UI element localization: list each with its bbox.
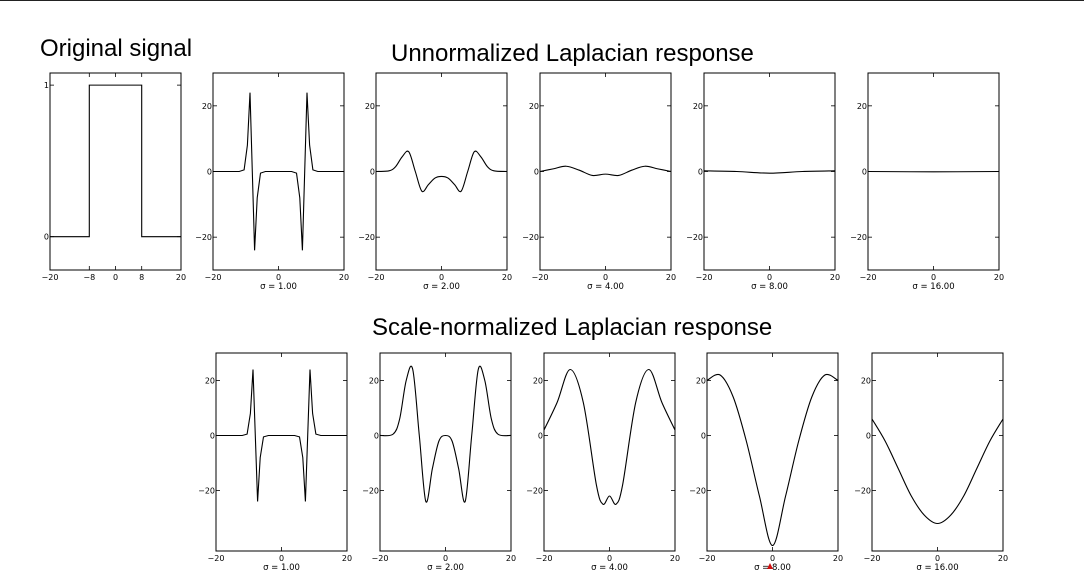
unnormalized-panel-5-ytick-label: 0 <box>862 168 867 177</box>
unnormalized-panel-5-sigma-label: σ = 16.00 <box>912 282 954 292</box>
unnormalized-panel-1-xtick-label: 20 <box>339 273 349 282</box>
normalized-panel-2-xtick-label: −20 <box>372 554 389 563</box>
normalized-panel-2-ytick-label: 20 <box>369 377 379 386</box>
unnormalized-panel-1-sigma-label: σ = 1.00 <box>260 282 297 292</box>
unnormalized-panel-4-ytick-label: −20 <box>686 233 703 242</box>
unnormalized-panel-3-frame <box>539 72 672 271</box>
normalized-panel-5-xtick-label: −20 <box>864 554 881 563</box>
unnormalized-panel-2-sigma-label: σ = 2.00 <box>423 282 460 292</box>
normalized-panel-3-ytick-label: 20 <box>533 377 543 386</box>
normalized-panel-2-xtick-label: 0 <box>443 554 448 563</box>
normalized-panel-1-xtick-label: 20 <box>342 554 352 563</box>
normalized-panel-4-xtick-label: 0 <box>770 554 775 563</box>
normalized-panel-3-ytick-label: −20 <box>526 487 543 496</box>
unnormalized-panel-3-sigma-label: σ = 4.00 <box>587 282 624 292</box>
original-panel-xtick-label: 8 <box>139 273 144 282</box>
normalized-panel-5-series-line <box>871 418 1004 525</box>
normalized-panel-1-ytick-label: 0 <box>210 432 215 441</box>
original-panel-xtick-label: −20 <box>42 273 59 282</box>
normalized-panel-3-sigma-label: σ = 4.00 <box>591 563 628 573</box>
unnormalized-panel-2-xtick-label: −20 <box>368 273 385 282</box>
original-panel-ytick-label: 0 <box>44 233 49 242</box>
unnormalized-panel-5-xtick-label: −20 <box>860 273 877 282</box>
unnormalized-panel-2-frame <box>375 72 508 271</box>
unnormalized-panel-1-ytick-label: 0 <box>207 168 212 177</box>
normalized-panel-1-frame <box>215 352 348 552</box>
unnormalized-panel-2-series-line <box>375 150 508 193</box>
original-panel-xtick-label: 0 <box>113 273 118 282</box>
unnormalized-panel-1-xtick-label: 0 <box>276 273 281 282</box>
unnormalized-panel-1-ytick-label: 20 <box>202 102 212 111</box>
unnormalized-panel-4-series-line <box>703 170 836 174</box>
normalized-panel-5-sigma-label: σ = 16.00 <box>916 563 958 573</box>
unnormalized-heading: Unnormalized Laplacian response <box>391 40 754 67</box>
normalized-panel-5-ytick-label: 20 <box>861 377 871 386</box>
unnormalized-panel-2-xtick-label: 0 <box>439 273 444 282</box>
original-signal-heading: Original signal <box>40 35 193 62</box>
unnormalized-panel-5-ytick-label: −20 <box>850 233 867 242</box>
normalized-panel-3-ytick-label: 0 <box>538 432 543 441</box>
unnormalized-panel-2-ytick-label: 20 <box>365 102 375 111</box>
normalized-panel-4-ytick-label: −20 <box>689 487 706 496</box>
unnormalized-panel-5-ytick-label: 20 <box>857 102 867 111</box>
unnormalized-panel-5-xtick-label: 0 <box>931 273 936 282</box>
unnormalized-panel-3-series-line <box>539 165 672 177</box>
unnormalized-panel-5-xtick-label: 20 <box>994 273 1004 282</box>
normalized-panel-3-xtick-label: −20 <box>536 554 553 563</box>
normalized-panel-3-xtick-label: 20 <box>670 554 680 563</box>
top-rule <box>0 0 1084 1</box>
unnormalized-panel-1-xtick-label: −20 <box>205 273 222 282</box>
red-marker-icon <box>767 563 773 569</box>
normalized-panel-3-series-line <box>543 368 676 505</box>
unnormalized-panel-4-xtick-label: −20 <box>696 273 713 282</box>
normalized-panel-1-ytick-label: 20 <box>205 377 215 386</box>
normalized-panel-2-sigma-label: σ = 2.00 <box>427 563 464 573</box>
unnormalized-panel-4-xtick-label: 20 <box>830 273 840 282</box>
normalized-panel-5-xtick-label: 20 <box>998 554 1008 563</box>
unnormalized-panel-3-xtick-label: 20 <box>666 273 676 282</box>
unnormalized-panel-2-ytick-label: −20 <box>358 233 375 242</box>
unnormalized-panel-2-xtick-label: 20 <box>502 273 512 282</box>
normalized-panel-3-xtick-label: 0 <box>607 554 612 563</box>
unnormalized-panel-4-xtick-label: 0 <box>767 273 772 282</box>
unnormalized-panel-4-sigma-label: σ = 8.00 <box>751 282 788 292</box>
unnormalized-panel-1-ytick-label: −20 <box>195 233 212 242</box>
normalized-panel-5-ytick-label: −20 <box>854 487 871 496</box>
normalized-panel-2-series-line <box>379 365 512 503</box>
normalized-heading: Scale-normalized Laplacian response <box>372 314 773 341</box>
unnormalized-panel-3-ytick-label: 0 <box>534 168 539 177</box>
original-panel-frame <box>49 72 182 271</box>
unnormalized-panel-3-xtick-label: 0 <box>603 273 608 282</box>
unnormalized-panel-3-ytick-label: 20 <box>529 102 539 111</box>
original-panel-ytick-label: 1 <box>44 81 49 90</box>
normalized-panel-1-sigma-label: σ = 1.00 <box>263 563 300 573</box>
unnormalized-panel-4-ytick-label: 20 <box>693 102 703 111</box>
normalized-panel-4-ytick-label: 0 <box>701 432 706 441</box>
normalized-panel-4-series-line <box>706 373 839 547</box>
normalized-panel-1-xtick-label: −20 <box>208 554 225 563</box>
original-panel-xtick-label: −8 <box>83 273 95 282</box>
normalized-panel-2-ytick-label: −20 <box>362 487 379 496</box>
normalized-panel-5-xtick-label: 0 <box>935 554 940 563</box>
unnormalized-panel-4-ytick-label: 0 <box>698 168 703 177</box>
normalized-panel-4-xtick-label: −20 <box>699 554 716 563</box>
unnormalized-panel-3-ytick-label: −20 <box>522 233 539 242</box>
normalized-panel-1-ytick-label: −20 <box>198 487 215 496</box>
normalized-panel-2-ytick-label: 0 <box>374 432 379 441</box>
normalized-panel-2-xtick-label: 20 <box>506 554 516 563</box>
unnormalized-panel-1-series-line <box>213 92 344 251</box>
normalized-panel-5-ytick-label: 0 <box>866 432 871 441</box>
unnormalized-panel-2-ytick-label: 0 <box>370 168 375 177</box>
original-panel-series-line <box>50 84 181 238</box>
normalized-panel-2-frame <box>379 352 512 552</box>
normalized-panel-4-ytick-label: 20 <box>696 377 706 386</box>
normalized-panel-4-xtick-label: 20 <box>833 554 843 563</box>
unnormalized-panel-3-xtick-label: −20 <box>532 273 549 282</box>
normalized-panel-5-frame <box>871 352 1004 552</box>
normalized-panel-1-series-line <box>216 369 347 502</box>
normalized-panel-1-xtick-label: 0 <box>279 554 284 563</box>
original-panel-xtick-label: 20 <box>176 273 186 282</box>
